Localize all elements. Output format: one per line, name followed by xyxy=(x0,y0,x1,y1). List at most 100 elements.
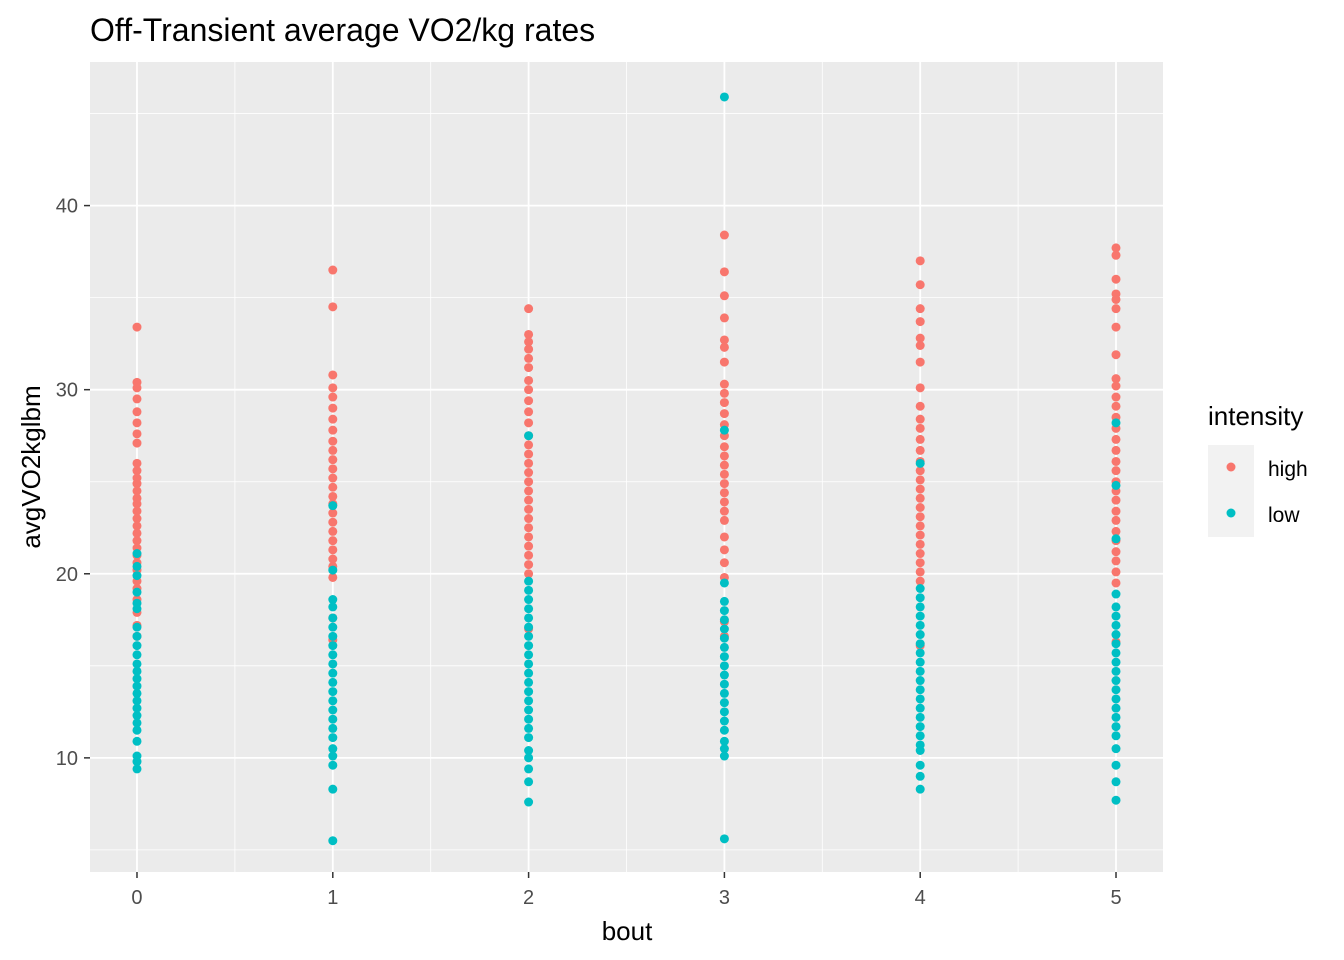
point-high xyxy=(328,554,338,564)
point-low xyxy=(132,604,142,614)
point-high xyxy=(1111,547,1121,557)
point-low xyxy=(719,716,729,726)
point-low xyxy=(915,666,925,676)
point-low xyxy=(719,707,729,717)
point-low xyxy=(1111,760,1121,770)
point-high xyxy=(328,455,338,465)
point-high xyxy=(719,357,729,367)
point-high xyxy=(328,526,338,536)
point-high xyxy=(719,488,729,498)
point-high xyxy=(524,375,534,385)
point-low xyxy=(1111,676,1121,686)
point-low xyxy=(915,657,925,667)
point-high xyxy=(719,532,729,542)
point-high xyxy=(328,302,338,312)
point-high xyxy=(524,363,534,373)
point-high xyxy=(915,423,925,433)
point-low xyxy=(132,631,142,641)
point-low xyxy=(328,565,338,575)
y-tick-label: 30 xyxy=(56,380,78,402)
point-high xyxy=(1111,567,1121,577)
point-high xyxy=(719,469,729,479)
point-high xyxy=(719,451,729,461)
point-low xyxy=(719,92,729,102)
point-high xyxy=(132,383,142,393)
point-low xyxy=(719,688,729,698)
point-high xyxy=(524,569,534,579)
point-high xyxy=(915,493,925,503)
point-low xyxy=(719,744,729,754)
point-low xyxy=(719,596,729,606)
point-high xyxy=(719,267,729,277)
point-high xyxy=(524,541,534,551)
x-tick-label: 4 xyxy=(915,887,926,909)
point-low xyxy=(328,751,338,761)
point-low xyxy=(132,549,142,559)
point-high xyxy=(132,499,142,509)
point-low xyxy=(524,764,534,774)
point-high xyxy=(132,466,142,476)
point-low xyxy=(915,676,925,686)
point-low xyxy=(915,458,925,468)
point-high xyxy=(328,425,338,435)
point-high xyxy=(719,506,729,516)
point-high xyxy=(524,468,534,478)
point-high xyxy=(719,313,729,323)
point-high xyxy=(915,357,925,367)
point-low xyxy=(915,731,925,741)
x-tick-label: 0 xyxy=(131,887,142,909)
legend-label-high: high xyxy=(1268,458,1308,481)
point-low xyxy=(524,668,534,678)
point-low xyxy=(132,674,142,684)
point-high xyxy=(915,484,925,494)
point-high xyxy=(132,506,142,516)
point-high xyxy=(132,322,142,332)
point-low xyxy=(915,648,925,658)
point-low xyxy=(524,696,534,706)
point-high xyxy=(915,576,925,586)
point-high xyxy=(524,344,534,354)
point-low xyxy=(1111,639,1121,649)
point-high xyxy=(524,486,534,496)
point-low xyxy=(524,753,534,763)
point-low xyxy=(719,615,729,625)
point-low xyxy=(132,650,142,660)
point-low xyxy=(328,659,338,669)
point-high xyxy=(524,458,534,468)
legend-marker-high xyxy=(1226,462,1236,472)
point-high xyxy=(328,265,338,275)
point-low xyxy=(524,604,534,614)
point-high xyxy=(719,479,729,489)
point-low xyxy=(915,685,925,695)
point-high xyxy=(132,521,142,531)
point-high xyxy=(524,523,534,533)
point-high xyxy=(132,394,142,404)
point-low xyxy=(719,642,729,652)
point-low xyxy=(1111,712,1121,722)
point-low xyxy=(1111,685,1121,695)
point-low xyxy=(915,639,925,649)
point-low xyxy=(915,703,925,713)
point-low xyxy=(524,650,534,660)
point-high xyxy=(524,396,534,406)
x-tick-label: 2 xyxy=(523,887,534,909)
point-high xyxy=(1111,578,1121,588)
point-low xyxy=(524,746,534,755)
point-high xyxy=(524,329,534,339)
y-tick-label: 40 xyxy=(56,196,78,218)
point-high xyxy=(328,403,338,413)
point-high xyxy=(1111,456,1121,466)
point-high xyxy=(524,514,534,524)
point-low xyxy=(132,688,142,698)
point-low xyxy=(524,641,534,651)
point-low xyxy=(915,746,925,755)
point-low xyxy=(132,764,142,774)
point-low xyxy=(1111,722,1121,732)
point-low xyxy=(719,425,729,435)
point-low xyxy=(328,733,338,743)
point-low xyxy=(719,624,729,634)
point-low xyxy=(915,784,925,794)
point-low xyxy=(915,771,925,781)
point-high xyxy=(132,429,142,439)
